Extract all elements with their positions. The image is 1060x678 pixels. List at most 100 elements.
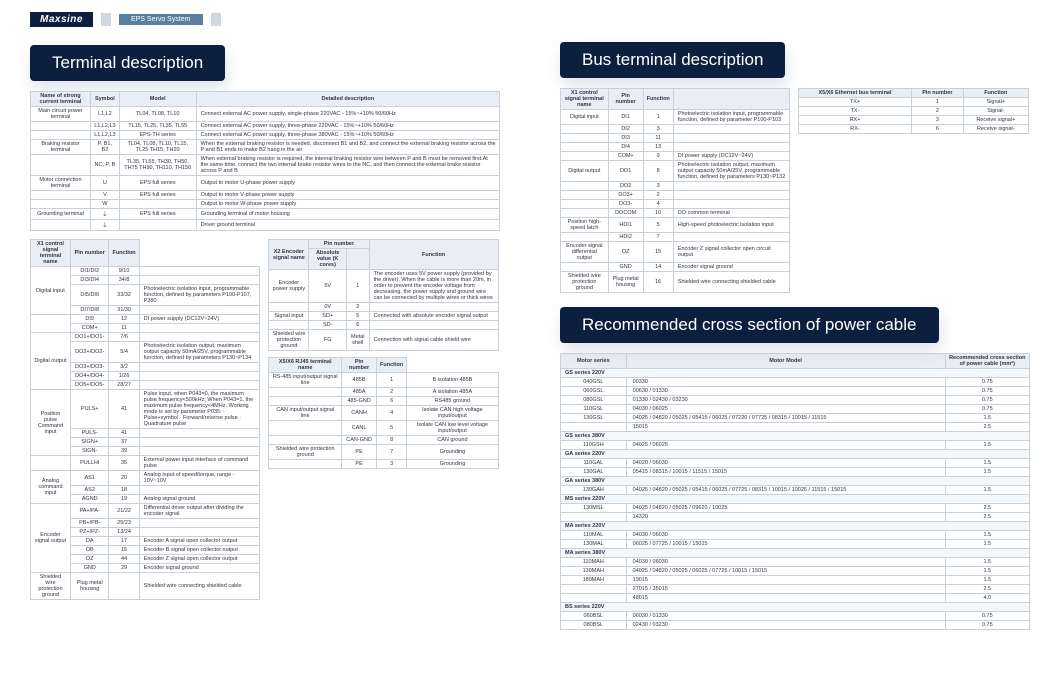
cell: 3: [911, 116, 963, 125]
th: X5/X6 RJ45 terminal name: [269, 358, 342, 373]
cell: 8: [643, 161, 673, 182]
cell: RS-485 input/output signal line: [269, 373, 342, 388]
cell: 11: [109, 324, 139, 333]
cell: TX+: [799, 98, 911, 107]
cell: 5: [346, 312, 369, 321]
cell: 14: [643, 263, 673, 272]
strong-current-table: Name of strong current terminal Symbol M…: [30, 91, 500, 231]
th: Function: [377, 358, 407, 373]
cell: [561, 423, 627, 432]
cell: [139, 528, 260, 537]
th: Name of strong current terminal: [31, 92, 91, 107]
cell: 12: [109, 315, 139, 324]
group-cell: Encoder signal output: [31, 504, 71, 573]
cell: 2.5: [945, 423, 1029, 432]
cell: DI power supply (DC12V~24V): [673, 152, 790, 161]
th: Motor Model: [626, 354, 945, 369]
cell: 4.0: [945, 594, 1029, 603]
cell: 48015: [626, 594, 945, 603]
cell: 13: [643, 143, 673, 152]
cell: 5/4: [109, 342, 139, 363]
cell: Encoder power supply: [269, 270, 309, 303]
cell: [673, 143, 790, 152]
th: [673, 89, 790, 110]
cell: Encoder Z signal open collector output: [139, 555, 260, 564]
cell: 060GSL: [561, 387, 627, 396]
cell: 44: [109, 555, 139, 564]
cell: DI power supply (DC12V~24V): [139, 315, 260, 324]
cell: DI7/DI8: [70, 306, 109, 315]
cell: 06025 / 07725 / 10015 / 15015: [626, 540, 945, 549]
cell: 485-GND: [342, 397, 377, 406]
cell: RX-: [799, 125, 911, 134]
bus-tables-wrap: X1 control signal terminal name Pin numb…: [560, 88, 1030, 293]
cell: RS485 ground: [407, 397, 498, 406]
cell: 9/10: [109, 267, 139, 276]
cell: 39: [109, 447, 139, 456]
cell: 4: [643, 200, 673, 209]
cell: 17: [109, 537, 139, 546]
cell: [673, 182, 790, 191]
cell: 0.75: [945, 612, 1029, 621]
cell: 1.5: [945, 540, 1029, 549]
cell: [673, 191, 790, 200]
cell: Photoelectric isolation output, maximum …: [673, 161, 790, 182]
cell: L1,L2,L3: [90, 131, 119, 140]
cell: 5: [643, 218, 673, 233]
group-header: GA series 220V: [561, 450, 1030, 459]
cell: 04025 / 06025: [626, 441, 945, 450]
cell: Grounding: [407, 445, 498, 460]
cell: [139, 306, 260, 315]
cell: 130MAH: [561, 567, 627, 576]
cell: PB+/PB-: [70, 519, 109, 528]
cell: Shielded wire connecting shielded cable: [139, 573, 260, 600]
cell: 130GSL: [561, 414, 627, 423]
cell: 1.5: [945, 414, 1029, 423]
cell: DI1/DI2: [70, 267, 109, 276]
cell: 04030 / 06025: [626, 405, 945, 414]
cell: TL04, TL08, TL10: [119, 107, 196, 122]
cell: 7: [643, 233, 673, 242]
cell: Pulse input, when P043=0, the maximum pu…: [139, 390, 260, 429]
cell: 10: [643, 209, 673, 218]
th: Function: [964, 89, 1029, 98]
cell: [31, 131, 91, 140]
cell: When external braking resistor is requir…: [196, 155, 499, 176]
cell: 21/22: [109, 504, 139, 519]
cell: Connect external AC power supply, three-…: [196, 131, 499, 140]
cell: EPS full series: [119, 209, 196, 220]
cell: DO5+/DO5-: [70, 381, 109, 390]
header-bar: Maxsine EPS Servo System: [30, 12, 500, 27]
cell: EPS full series: [119, 191, 196, 200]
cell: Connect external AC power supply, single…: [196, 107, 499, 122]
cell: [269, 421, 342, 436]
cell: Connect external AC power supply, three-…: [196, 122, 499, 131]
cell: 110MAH: [561, 558, 627, 567]
cell: External power input interface of comman…: [139, 456, 260, 471]
cell: EPS-TH series: [119, 131, 196, 140]
cell: DO3+: [608, 191, 643, 200]
th: Function: [643, 89, 673, 110]
cell: PULS-: [70, 429, 109, 438]
cell: 04030 / 06030: [626, 558, 945, 567]
right-sub-col: X2 Encoder signal name Pin number Functi…: [268, 239, 498, 469]
cell: Plug metal housing: [70, 573, 109, 600]
cell: Isolate CAN high voltage input/output: [407, 406, 498, 421]
cell: DO common terminal: [673, 209, 790, 218]
cell: 0.75: [945, 378, 1029, 387]
cell: [31, 122, 91, 131]
cell: 0.75: [945, 387, 1029, 396]
cell: 4: [377, 406, 407, 421]
cell: 04025 / 04820 / 05025 / 05415 / 06025 / …: [626, 486, 945, 495]
cell: ⏚: [90, 209, 119, 220]
cell: DOCOM: [608, 209, 643, 218]
cell: OZ: [608, 242, 643, 263]
cell: 040GSL: [561, 378, 627, 387]
cell: 25/23: [109, 519, 139, 528]
cell: OB: [70, 546, 109, 555]
cell: V: [90, 191, 119, 200]
th: Pin number: [309, 240, 369, 249]
cell: Signal-: [964, 107, 1029, 116]
cell: Receive signal+: [964, 116, 1029, 125]
cell: PULS+: [70, 390, 109, 429]
